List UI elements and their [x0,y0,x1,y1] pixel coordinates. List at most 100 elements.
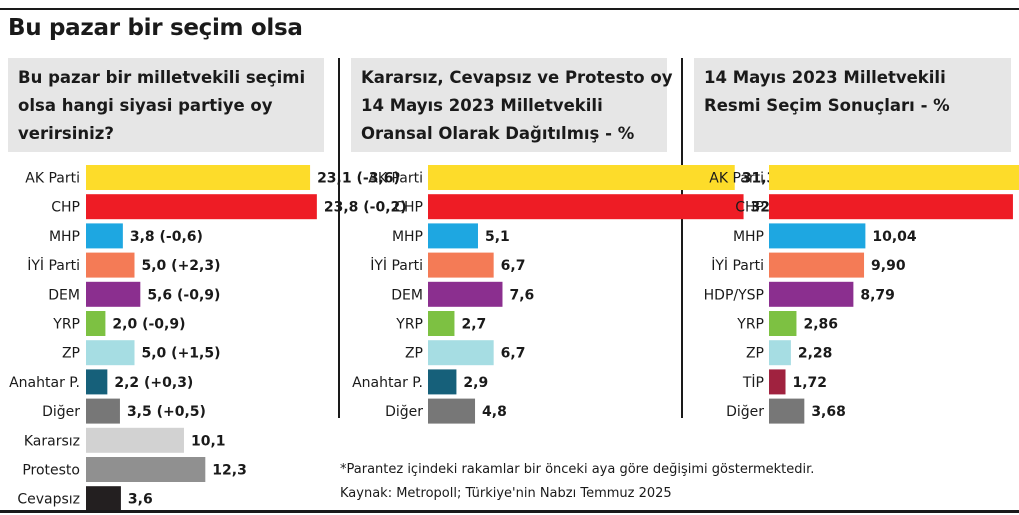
category-label: Diğer [726,404,764,420]
value-label: 9,90 [871,258,906,274]
category-label: Cevapsız [17,492,80,508]
value-label: 2,0 (-0,9) [112,317,185,333]
panel-3-header: 14 Mayıs 2023 Milletvekili Resmi Seçim S… [694,58,1011,152]
value-label: 5,0 (+2,3) [142,258,221,274]
column-divider [338,58,340,418]
value-label: 23,1 (-3,6) [317,171,400,187]
category-label: İYİ Parti [711,256,764,274]
panel-3-header-line: Resmi Seçim Sonuçları - % [704,96,950,115]
category-label: CHP [51,200,80,216]
value-label: 8,79 [860,287,895,303]
category-label: Anahtar P. [9,375,80,391]
category-label: İYİ Parti [370,256,423,274]
value-label: 10,1 [191,433,226,449]
bar [428,398,476,424]
bar [428,311,455,336]
value-label: 2,2 (+0,3) [114,375,193,391]
value-label: 2,7 [461,317,486,333]
bar [86,194,317,220]
category-label: CHP [394,200,423,216]
panel-3-header-line: 14 Mayıs 2023 Milletvekili [704,68,946,87]
category-label: YRP [395,317,423,333]
value-label: 23,8 (-0,2) [324,200,407,216]
bar [769,398,805,424]
bar [769,281,854,307]
bar [86,311,106,336]
panel-2-header: Kararsız, Cevapsız ve Protesto oy 14 May… [351,58,673,152]
bar [86,223,123,249]
category-label: Diğer [385,404,423,420]
bar [769,223,866,249]
category-label: MHP [733,229,764,245]
category-label: Kararsız [24,433,80,449]
value-label: 2,9 [463,375,488,391]
value-label: 3,5 (+0,5) [127,404,206,420]
bar [769,369,786,395]
bar [428,165,735,190]
value-label: 3,6 [128,492,153,508]
value-label: 4,8 [482,404,507,420]
value-label: 6,7 [501,258,526,274]
bar [769,252,865,278]
value-label: 2,28 [798,346,833,362]
category-label: YRP [52,317,80,333]
footnote-source: Kaynak: Metropoll; Türkiye'nin Nabzı Tem… [340,486,672,501]
value-label: 5,6 (-0,9) [147,287,220,303]
bar [428,281,503,307]
category-label: Diğer [42,404,80,420]
category-label: ZP [405,346,423,362]
value-label: 7,6 [509,287,534,303]
bar [86,252,135,278]
panel-2-header-line: Oransal Olarak Dağıtılmış - % [361,124,635,143]
panel-1-header-line: verirsiniz? [18,124,114,143]
panel-1-header: Bu pazar bir milletvekili seçimi olsa ha… [8,58,324,152]
category-label: ZP [62,346,80,362]
panel-2-header-line: 14 Mayıs 2023 Milletvekili [361,96,603,115]
bar [86,486,121,512]
category-label: CHP [735,200,764,216]
footnote-note: *Parantez içindeki rakamlar bir önceki a… [340,462,815,477]
category-label: ZP [746,346,764,362]
bar [769,340,791,366]
value-label: 10,04 [872,229,917,245]
category-label: AK Parti [709,171,764,187]
category-label: MHP [392,229,423,245]
value-label: 5,0 (+1,5) [142,346,221,362]
bar [86,165,311,190]
category-label: TİP [742,373,764,391]
value-label: 5,1 [485,229,510,245]
bar [86,340,135,366]
value-label: 6,7 [501,346,526,362]
category-label: Anahtar P. [352,375,423,391]
bar [769,194,1013,220]
category-label: HDP/YSP [704,287,764,303]
bar [428,369,457,395]
bottom-rule [0,510,1019,513]
top-rule [0,8,1019,10]
bar [428,340,494,366]
page-title: Bu pazar bir seçim olsa [8,15,303,41]
panel-2-header-line: Kararsız, Cevapsız ve Protesto oy [361,68,673,87]
value-label: 3,68 [811,404,846,420]
panel-1-header-line: Bu pazar bir milletvekili seçimi [18,68,306,87]
value-label: 3,8 (-0,6) [130,229,203,245]
category-label: YRP [736,317,764,333]
value-label: 31,3 [742,171,777,187]
bar [428,194,744,220]
category-label: MHP [49,229,80,245]
bar [86,457,206,482]
category-label: İYİ Parti [27,256,80,274]
category-label: AK Parti [368,171,423,187]
value-label: 12,3 [212,463,247,479]
category-label: Protesto [22,463,80,479]
bar [769,165,1019,190]
bar [86,427,184,453]
panel-1-header-line: olsa hangi siyasi partiye oy [18,96,273,115]
category-label: DEM [48,287,80,303]
bar [428,252,494,278]
value-label: 2,86 [803,317,838,333]
bar [428,223,478,249]
column-divider [681,58,683,418]
category-label: DEM [391,287,423,303]
